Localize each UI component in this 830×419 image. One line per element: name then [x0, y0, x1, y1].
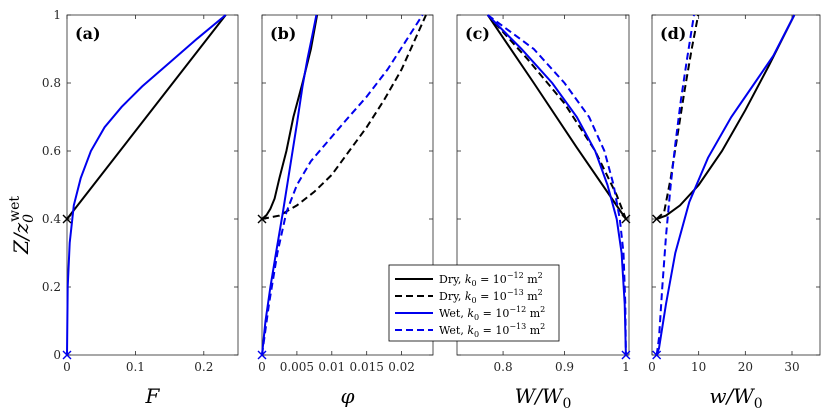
panels-layer: 00.20.40.60.810 0.1 0.2(a)F0 0.005 0.01 0.015…	[42, 8, 821, 412]
x-axis-label: φ	[340, 384, 354, 408]
series-line	[655, 14, 796, 356]
series-line	[486, 14, 627, 356]
series-line	[656, 14, 796, 220]
series-line	[261, 14, 427, 220]
legend-box	[388, 264, 560, 342]
panel-3: 0.8 0.9 1 (c) W/W0	[456, 14, 631, 412]
plot-frame	[261, 14, 434, 356]
legend-label: Dry, k0 = 10−12 m2	[439, 271, 543, 288]
x-marker	[621, 350, 631, 360]
legend-label: Dry, k0 = 10−13 m2	[439, 288, 543, 305]
plot-frame	[66, 14, 239, 356]
panel-label: (a)	[75, 24, 101, 43]
panel-label: (c)	[465, 24, 490, 43]
x-tick-label: 0	[258, 360, 266, 374]
panel-2: 0 0.005 0.01 0.015 0.02 (b) φ	[257, 14, 434, 408]
x-axis-label: F	[145, 384, 161, 408]
plot-frame	[456, 14, 630, 356]
x-tick-label: 0.9	[555, 360, 574, 374]
x-marker	[62, 214, 72, 224]
x-tick-label: 20	[738, 360, 753, 374]
x-tick-label: 0.01	[318, 360, 345, 374]
x-tick-label: 10	[691, 360, 706, 374]
x-tick-label: 0.1	[126, 360, 145, 374]
x-tick-label: 0	[63, 360, 71, 374]
x-tick-label: 0.8	[494, 360, 513, 374]
series-line	[486, 14, 627, 220]
y-axis-label-sub: 0	[21, 214, 37, 223]
y-axis-label-main: Z/z	[9, 222, 33, 255]
y-tick-label: 0	[53, 348, 61, 362]
legend-entry: Wet, k0 = 10−12 m2	[395, 305, 545, 322]
x-marker	[652, 350, 662, 360]
panel-label: (b)	[270, 24, 296, 43]
series-line	[261, 14, 424, 356]
x-tick-label: 0.02	[388, 360, 415, 374]
legend-label: Wet, k0 = 10−13 m2	[439, 322, 545, 339]
x-tick-label: 1	[622, 360, 630, 374]
legend-entry: Dry, k0 = 10−13 m2	[395, 288, 543, 305]
series-line	[261, 14, 318, 356]
series-line	[66, 14, 227, 356]
x-marker	[257, 214, 267, 224]
x-tick-label: 30	[784, 360, 799, 374]
legend-entry: Dry, k0 = 10−12 m2	[395, 271, 543, 288]
y-axis-label-sup: wet	[7, 196, 23, 222]
series-line	[261, 14, 319, 220]
y-tick-label: 0.2	[42, 280, 61, 294]
series-line	[656, 14, 700, 220]
x-tick-label: 0	[648, 360, 656, 374]
y-tick-label: 0.6	[42, 144, 61, 158]
panel-label: (d)	[660, 24, 686, 43]
x-tick-label: 0.015	[350, 360, 384, 374]
series-line	[486, 14, 627, 220]
y-tick-label: 0.4	[42, 212, 61, 226]
x-marker	[62, 350, 72, 360]
legend-entry: Wet, k0 = 10−13 m2	[395, 322, 545, 339]
legend-label: Wet, k0 = 10−12 m2	[439, 305, 545, 322]
y-tick-label: 0.8	[42, 76, 61, 90]
y-axis-label: Z/z0wet	[7, 196, 37, 255]
panel-4: 0 10 20 30 (d) w/W0	[648, 14, 821, 412]
x-axis-label: W/W0	[515, 384, 572, 412]
x-tick-label: 0.005	[280, 360, 314, 374]
x-marker	[652, 214, 662, 224]
y-tick-label: 1	[53, 8, 61, 22]
series-line	[66, 14, 227, 220]
plot-frame	[651, 14, 821, 356]
x-axis-label: w/W0	[709, 384, 762, 412]
series-line	[487, 14, 627, 356]
panel-1: 0 0.2 0.4 0.6 0.8 1 0 0.1 0.2 (a) F	[42, 8, 239, 408]
x-marker	[257, 350, 267, 360]
x-marker	[621, 214, 631, 224]
series-line	[655, 14, 695, 356]
x-tick-label: 0.2	[194, 360, 213, 374]
